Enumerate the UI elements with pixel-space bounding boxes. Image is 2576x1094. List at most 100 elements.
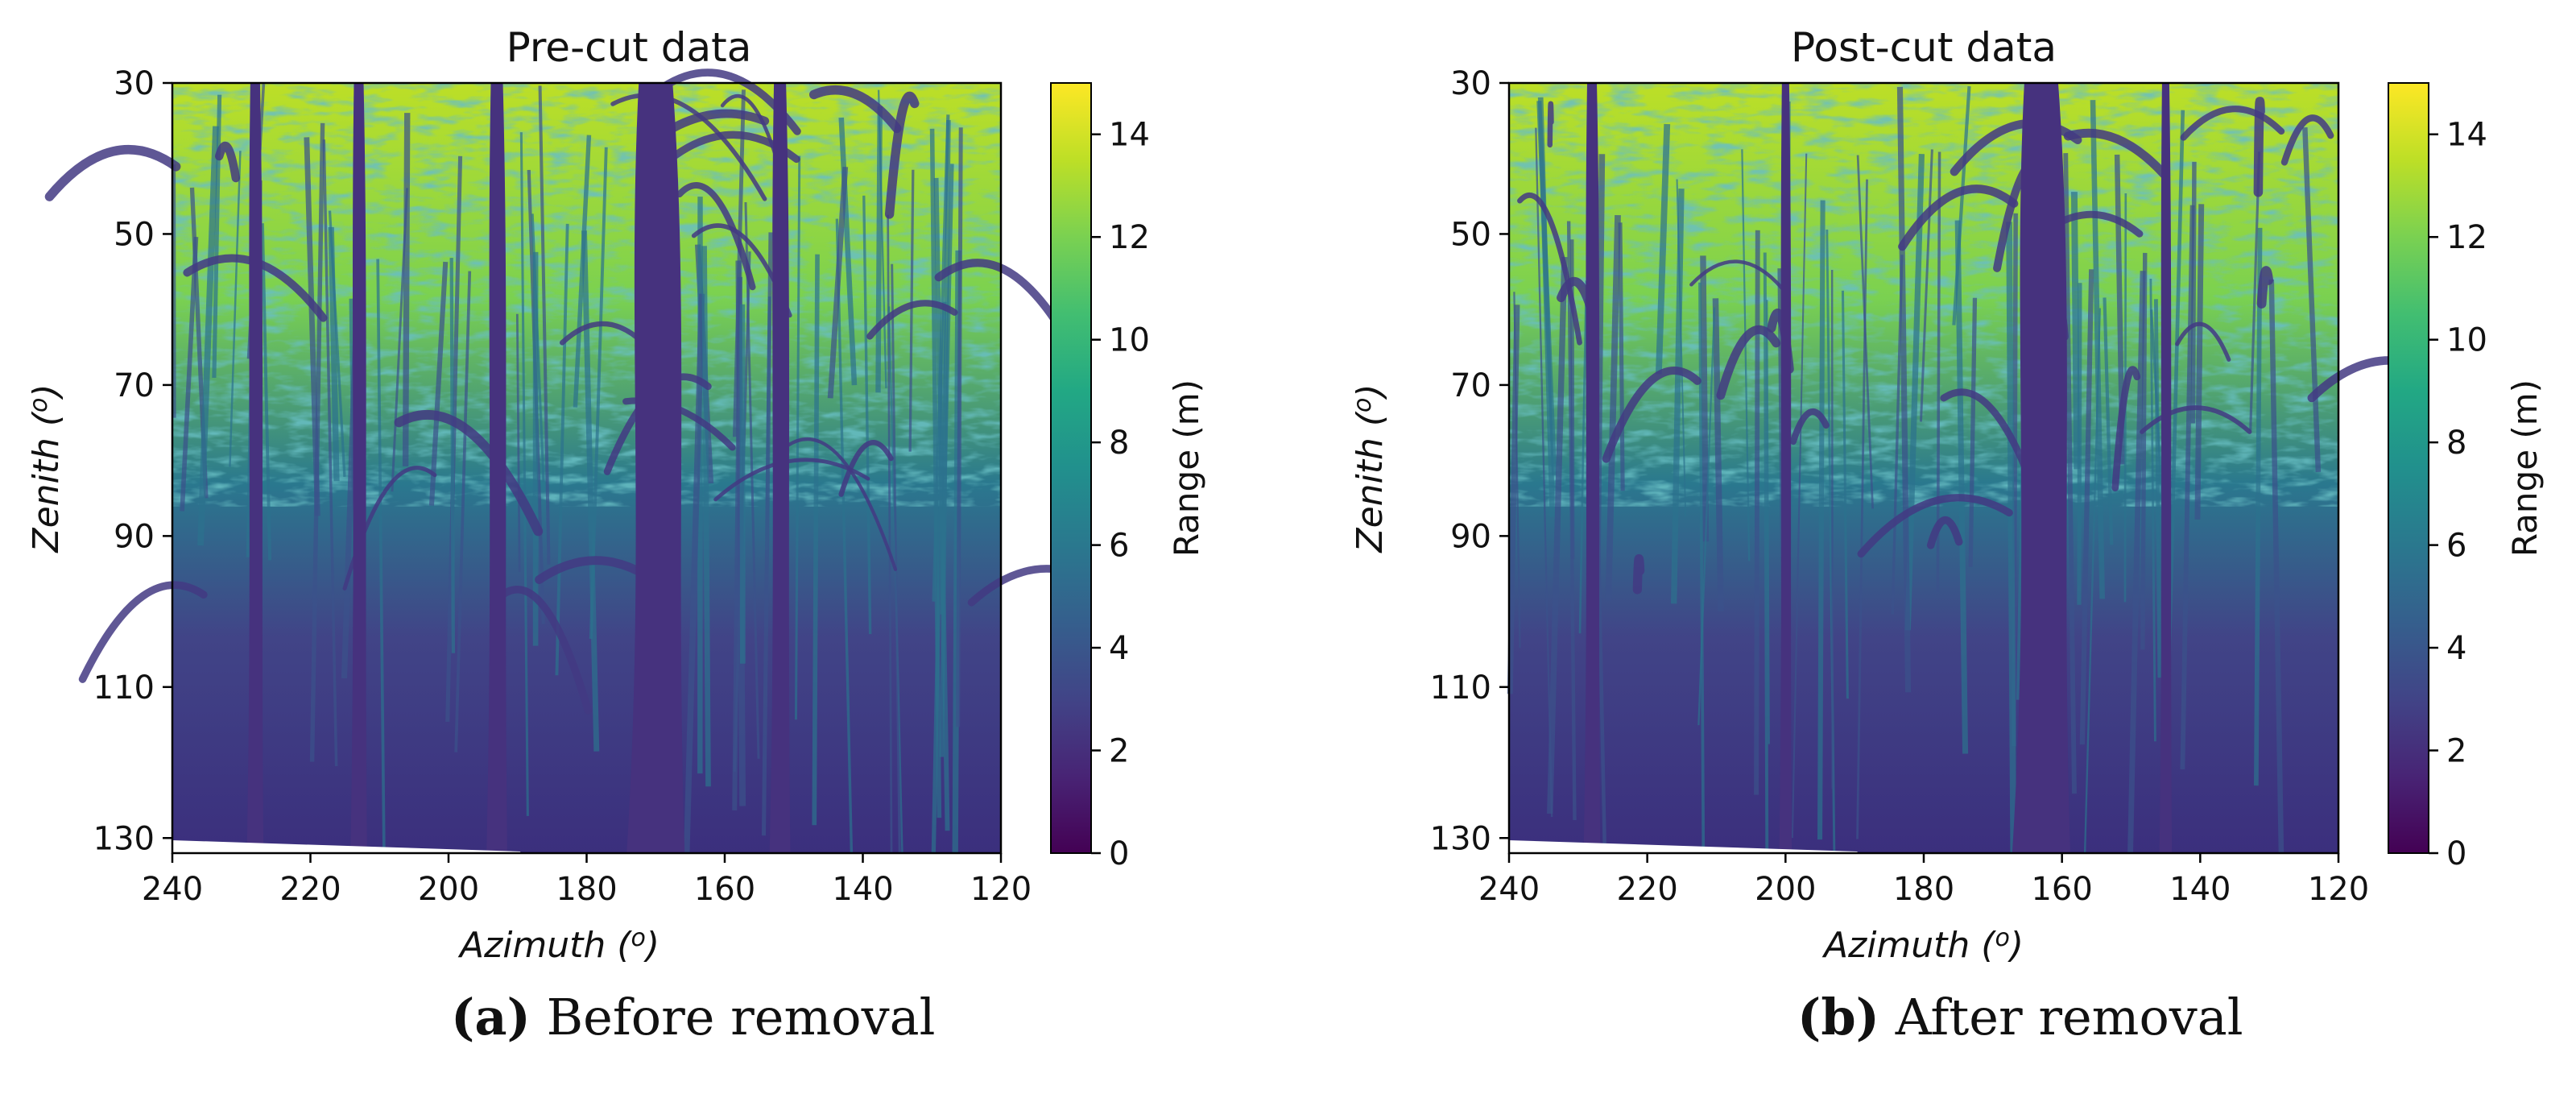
x-tick-label: 180 — [1893, 871, 1954, 908]
stem-mark — [2194, 204, 2205, 520]
stem-mark — [2090, 100, 2105, 599]
stem-mark — [1856, 179, 1868, 839]
x-tick-label: 240 — [1478, 871, 1540, 908]
colorbar-tick-label: 12 — [1109, 219, 1150, 256]
branch-mark — [2280, 114, 2334, 166]
stem-mark — [761, 232, 773, 836]
branch-mark — [2175, 321, 2231, 362]
stem-mark — [1856, 155, 1874, 509]
chart-title: Post-cut data — [1791, 24, 2057, 71]
stem-mark — [1904, 154, 1925, 631]
branch-mark — [610, 93, 767, 201]
colorbar-tick-label: 4 — [2446, 630, 2466, 667]
branch-mark — [676, 182, 756, 291]
stem-mark — [2249, 151, 2261, 431]
y-tick-label: 30 — [1450, 65, 1491, 102]
stem-mark — [2103, 297, 2114, 545]
stem-mark — [1954, 220, 1969, 754]
stem-mark — [1671, 189, 1685, 604]
stem-mark — [309, 122, 325, 762]
stem-mark — [838, 117, 858, 386]
colorbar-tick-label: 2 — [1109, 733, 1129, 770]
x-tick-label: 200 — [1755, 871, 1816, 908]
stem-mark — [1936, 151, 1941, 593]
branch-mark — [1950, 118, 2082, 176]
y-axis-label: Zenith (o) — [1349, 383, 1391, 553]
stem-mark — [794, 155, 801, 720]
branch-mark — [1716, 325, 1781, 400]
no-data-region — [172, 840, 521, 853]
stem-mark — [1754, 230, 1760, 795]
stem-mark — [1655, 123, 1671, 375]
stem-mark — [2254, 227, 2263, 786]
stem-mark — [1952, 85, 1971, 325]
x-axis-label: Azimuth (o) — [457, 924, 660, 966]
y-tick-label: 110 — [93, 669, 155, 707]
colorbar-gradient — [2388, 82, 2429, 854]
no-data-region — [1509, 840, 1858, 853]
colorbar: 0 2 4 6 8 10 12 14 — [1050, 82, 1150, 872]
x-tick-label: 240 — [142, 871, 203, 908]
chart-panel-post-cut: Post-cut data 240 220 200 180 160 140 120 3050… — [1349, 24, 2545, 966]
stem-mark — [701, 246, 711, 787]
caption-b: (b) After removal — [1797, 988, 2243, 1046]
y-axis: 30 50 70 90 110 130 — [1430, 65, 1509, 857]
x-tick-label: 200 — [418, 871, 479, 908]
stem-mark — [2006, 222, 2017, 854]
x-axis: 240 220 200 180 160 140 120 — [142, 853, 1032, 908]
stem-mark — [827, 166, 849, 399]
stem-mark — [376, 259, 386, 854]
stem-mark — [732, 89, 746, 437]
branch-mark — [1789, 408, 1830, 445]
branch-mark — [1632, 554, 1645, 595]
colorbar-tick-label: 0 — [2446, 835, 2466, 872]
branch-mark — [2256, 266, 2274, 309]
trunk-mark — [246, 83, 264, 853]
stem-mark — [2302, 127, 2322, 472]
y-axis-label: Zenith (o) — [25, 383, 67, 553]
caption-label: (b) — [1797, 988, 1880, 1046]
y-tick-label: 90 — [114, 518, 155, 555]
stem-mark — [2153, 299, 2162, 678]
stem-mark — [180, 236, 199, 512]
y-tick-label: 50 — [1450, 216, 1491, 253]
caption-a: (a) Before removal — [451, 988, 935, 1046]
stem-mark — [931, 301, 947, 854]
stem-mark — [2180, 205, 2195, 770]
y-tick-label: 70 — [1450, 367, 1491, 404]
stem-mark — [1618, 222, 1625, 491]
stem-mark — [212, 94, 222, 379]
stem-mark — [2268, 279, 2284, 854]
stem-mark — [1766, 300, 1770, 744]
caption-label: (a) — [451, 988, 531, 1046]
heatmap-image — [1507, 83, 2423, 854]
y-tick-label: 90 — [1450, 518, 1491, 555]
trunk-mark — [1779, 83, 1792, 853]
stem-mark — [2079, 269, 2094, 745]
stem-mark — [454, 271, 472, 752]
stem-mark — [1896, 86, 1912, 693]
colorbar-label: Range (m) — [1167, 379, 1206, 557]
branch-mark — [1926, 516, 1963, 549]
colorbar-tick-label: 6 — [1109, 528, 1129, 565]
stem-mark — [1830, 269, 1834, 789]
stem-mark — [875, 106, 883, 393]
branch-mark — [2063, 128, 2169, 179]
stem-mark — [2149, 279, 2156, 742]
branch-mark — [1602, 367, 1701, 463]
colorbar-tick-label: 4 — [1109, 630, 1129, 667]
colorbar: 0 2 4 6 8 10 12 14 — [2388, 82, 2487, 872]
stem-mark — [1570, 239, 1575, 560]
trunk-mark — [350, 83, 367, 853]
x-tick-label: 140 — [832, 871, 893, 908]
stem-mark — [1841, 290, 1849, 699]
branch-mark — [2253, 97, 2265, 197]
y-tick-label: 70 — [114, 367, 155, 404]
stem-mark — [229, 151, 242, 467]
colorbar-tick-label: 0 — [1109, 835, 1129, 872]
branch-mark — [1857, 494, 2013, 558]
stem-mark — [1676, 179, 1687, 516]
x-tick-label: 120 — [970, 871, 1032, 908]
y-tick-label: 30 — [114, 65, 155, 102]
stem-mark — [1698, 282, 1706, 854]
